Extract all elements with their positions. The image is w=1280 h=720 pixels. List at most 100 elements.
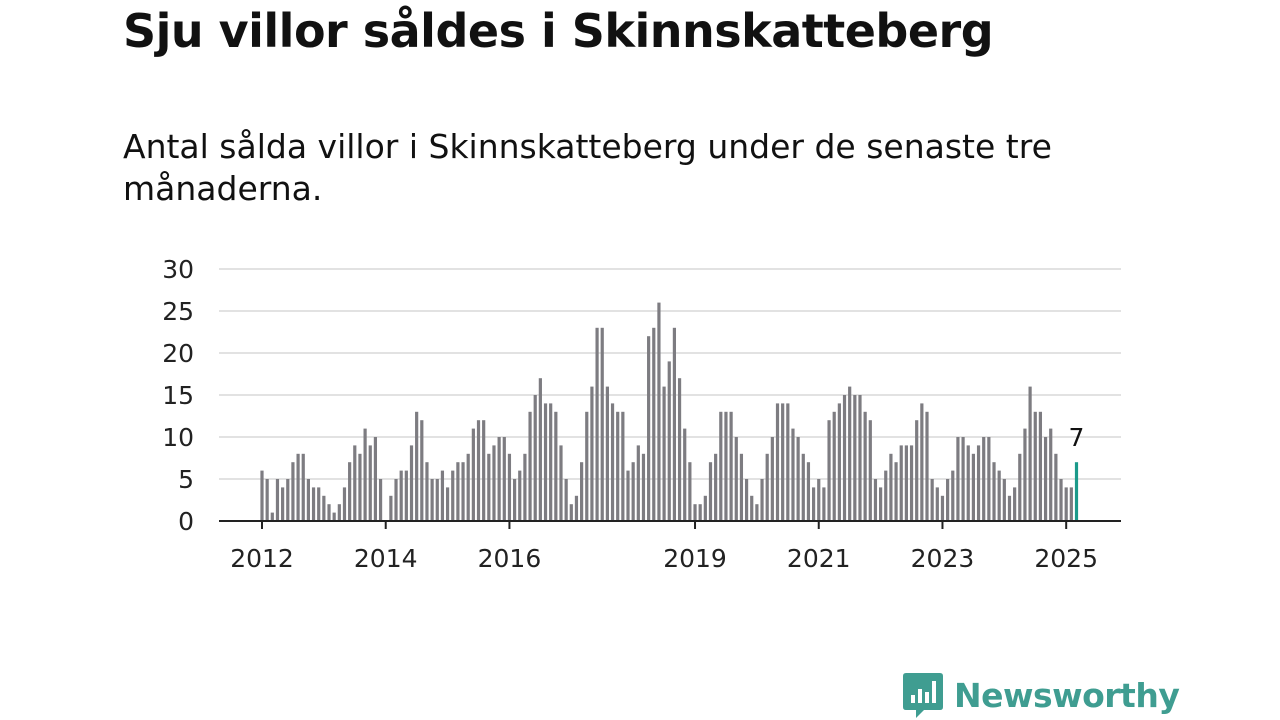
bar — [982, 437, 986, 521]
x-tick-label: 2012 — [230, 544, 294, 573]
bar — [363, 428, 367, 521]
bar — [389, 495, 393, 521]
bar — [786, 403, 790, 521]
bar — [791, 428, 795, 521]
bar — [523, 453, 527, 521]
bar — [497, 437, 501, 521]
bar — [373, 437, 378, 521]
bar — [781, 403, 785, 521]
bar — [626, 470, 630, 521]
bar — [260, 470, 264, 521]
bar — [662, 386, 666, 521]
bar — [1064, 487, 1068, 521]
bar — [909, 445, 914, 521]
bar — [425, 462, 429, 521]
bar — [564, 479, 568, 521]
y-tick-label: 20 — [162, 339, 194, 368]
bar — [270, 512, 274, 521]
bar — [976, 445, 981, 521]
bar — [657, 302, 661, 521]
bar — [538, 378, 542, 521]
bar — [997, 470, 1001, 521]
bar — [435, 479, 439, 521]
newsworthy-logo-icon — [903, 673, 943, 718]
bar — [647, 336, 651, 521]
bar — [966, 445, 970, 521]
bar — [765, 453, 769, 521]
bar — [600, 327, 604, 521]
bar — [404, 470, 408, 521]
bar — [951, 470, 955, 521]
bar — [451, 470, 455, 521]
bar — [1028, 386, 1032, 521]
bar — [317, 487, 321, 521]
bar — [543, 403, 548, 521]
bar — [476, 420, 481, 521]
newsworthy-logo: Newsworthy — [902, 671, 1180, 719]
bar — [301, 453, 305, 521]
bar-latest — [1074, 462, 1079, 521]
bar — [513, 479, 517, 521]
bar — [703, 495, 707, 521]
bar — [440, 470, 445, 521]
bar — [806, 462, 811, 521]
bar — [904, 445, 908, 521]
bar — [853, 395, 857, 521]
bar — [868, 420, 872, 521]
bar — [677, 378, 682, 521]
bar — [817, 479, 821, 521]
bar — [322, 495, 326, 521]
bar — [1007, 495, 1012, 521]
bar — [667, 361, 671, 521]
y-tick-label: 10 — [162, 423, 194, 452]
bar — [1002, 479, 1006, 521]
bar — [739, 453, 744, 521]
bar — [286, 479, 290, 521]
bar — [580, 462, 584, 521]
bar — [920, 403, 924, 521]
bar — [358, 453, 362, 521]
bar — [461, 462, 465, 521]
bar — [482, 420, 486, 521]
bar — [610, 403, 615, 521]
bar — [863, 411, 867, 521]
bar — [744, 479, 749, 521]
bar — [1033, 411, 1037, 521]
bar — [755, 504, 759, 521]
bar — [275, 479, 280, 521]
x-tick-label: 2023 — [911, 544, 975, 573]
bar — [353, 445, 357, 521]
bar — [1038, 411, 1043, 521]
bar — [1013, 487, 1017, 521]
bar — [1049, 428, 1053, 521]
bar — [719, 411, 723, 521]
y-tick-label: 5 — [178, 465, 194, 494]
bar — [641, 453, 646, 521]
bar — [574, 495, 579, 521]
bar — [585, 411, 589, 521]
bar — [750, 495, 754, 521]
bar — [714, 453, 718, 521]
bar — [971, 453, 975, 521]
x-axis: 2012 2014 2016 2019 2021 2023 2025 — [230, 521, 1098, 573]
bar — [915, 420, 919, 521]
gridlines — [219, 268, 1121, 480]
bar — [533, 395, 537, 521]
bar — [549, 403, 553, 521]
bar — [801, 453, 805, 521]
bar — [394, 479, 398, 521]
bar — [332, 512, 336, 521]
y-tick-label: 25 — [162, 297, 194, 326]
y-tick-label: 0 — [178, 507, 194, 536]
bar — [652, 327, 656, 521]
bar — [554, 411, 558, 521]
bar — [492, 445, 496, 521]
bar — [311, 487, 316, 521]
bar — [430, 479, 434, 521]
chart-subtitle: Antal sålda villor i Skinnskatteberg und… — [123, 127, 1052, 209]
x-tick-label: 2016 — [478, 544, 542, 573]
bar-series — [260, 302, 1079, 521]
bar — [1059, 479, 1063, 521]
bar — [775, 403, 780, 521]
bar — [837, 403, 841, 521]
